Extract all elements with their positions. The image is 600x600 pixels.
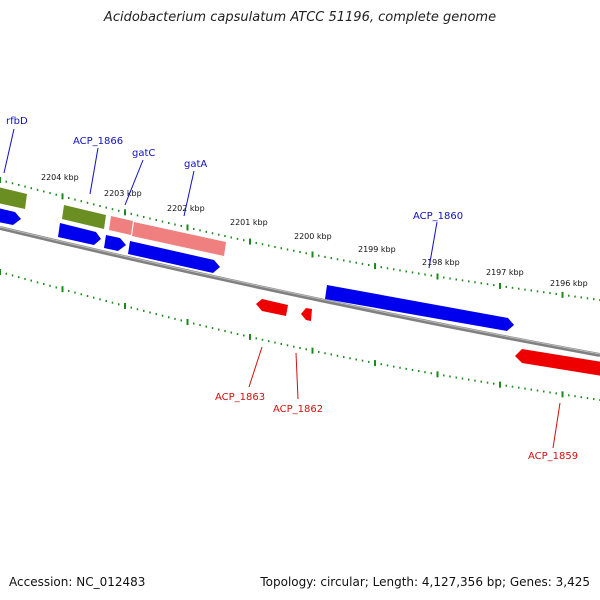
outer-tick-ring [0, 177, 600, 301]
leader-acp1863 [248, 346, 263, 388]
feature-gatA[interactable] [132, 222, 226, 256]
scale-label-2197: 2197 kbp [486, 268, 524, 277]
scale-label-2201: 2201 kbp [230, 218, 268, 227]
feature-green-2[interactable] [62, 205, 106, 229]
cds-blue-left[interactable] [0, 208, 21, 225]
gene-label-acp1859[interactable]: ACP_1859 [528, 451, 578, 462]
reverse-cds [256, 299, 600, 376]
scale-label-2198: 2198 kbp [422, 258, 460, 267]
map-title: Acidobacterium capsulatum ATCC 51196, co… [103, 10, 497, 25]
genome-backbone [0, 226, 600, 357]
leader-acp1866 [89, 147, 99, 195]
cds-blue-small[interactable] [104, 235, 126, 251]
gene-label-acp1863[interactable]: ACP_1863 [215, 392, 265, 403]
cds-blue-gata[interactable] [128, 241, 220, 273]
other-features [0, 187, 106, 229]
label-leaders [3, 128, 561, 449]
gene-label-rfbD[interactable]: rfbD [6, 116, 28, 127]
scale-label-2199: 2199 kbp [358, 245, 396, 254]
scale-label-2196: 2196 kbp [550, 279, 588, 288]
leader-rfbD [3, 128, 15, 174]
genome-backbone-highlight [0, 226, 600, 355]
cds-red-acp1862[interactable] [301, 308, 312, 321]
cds-red-acp1859[interactable] [515, 349, 600, 376]
gene-labels: rfbD ACP_1866 gatC gatA ACP_1860 ACP_186… [6, 116, 578, 462]
inner-tick-ring [0, 269, 600, 401]
cds-blue-acp1866[interactable] [58, 223, 101, 245]
scale-label-2204: 2204 kbp [41, 173, 79, 182]
scale-label-2200: 2200 kbp [294, 232, 332, 241]
leader-gatC [124, 159, 144, 206]
genome-summary-text: Topology: circular; Length: 4,127,356 bp… [260, 575, 590, 589]
gene-label-gatA[interactable]: gatA [184, 159, 207, 170]
accession-text: Accession: NC_012483 [9, 575, 146, 589]
cds-red-acp1863[interactable] [256, 299, 288, 316]
leader-acp1859 [552, 402, 561, 449]
feature-rfbD-region[interactable] [0, 187, 27, 209]
leader-gatA [183, 170, 195, 217]
cds-blue-acp1860[interactable] [325, 285, 514, 331]
feature-gatC[interactable] [109, 216, 133, 235]
gene-label-acp1860[interactable]: ACP_1860 [413, 211, 463, 222]
gene-label-acp1862[interactable]: ACP_1862 [273, 404, 323, 415]
scale-label-2203: 2203 kbp [104, 189, 142, 198]
gene-label-gatC[interactable]: gatC [132, 148, 155, 159]
leader-acp1860 [428, 221, 438, 269]
forward-cds [0, 208, 514, 331]
rna-features [109, 216, 226, 256]
leader-acp1862 [295, 352, 299, 400]
gene-label-acp1866[interactable]: ACP_1866 [73, 136, 123, 147]
